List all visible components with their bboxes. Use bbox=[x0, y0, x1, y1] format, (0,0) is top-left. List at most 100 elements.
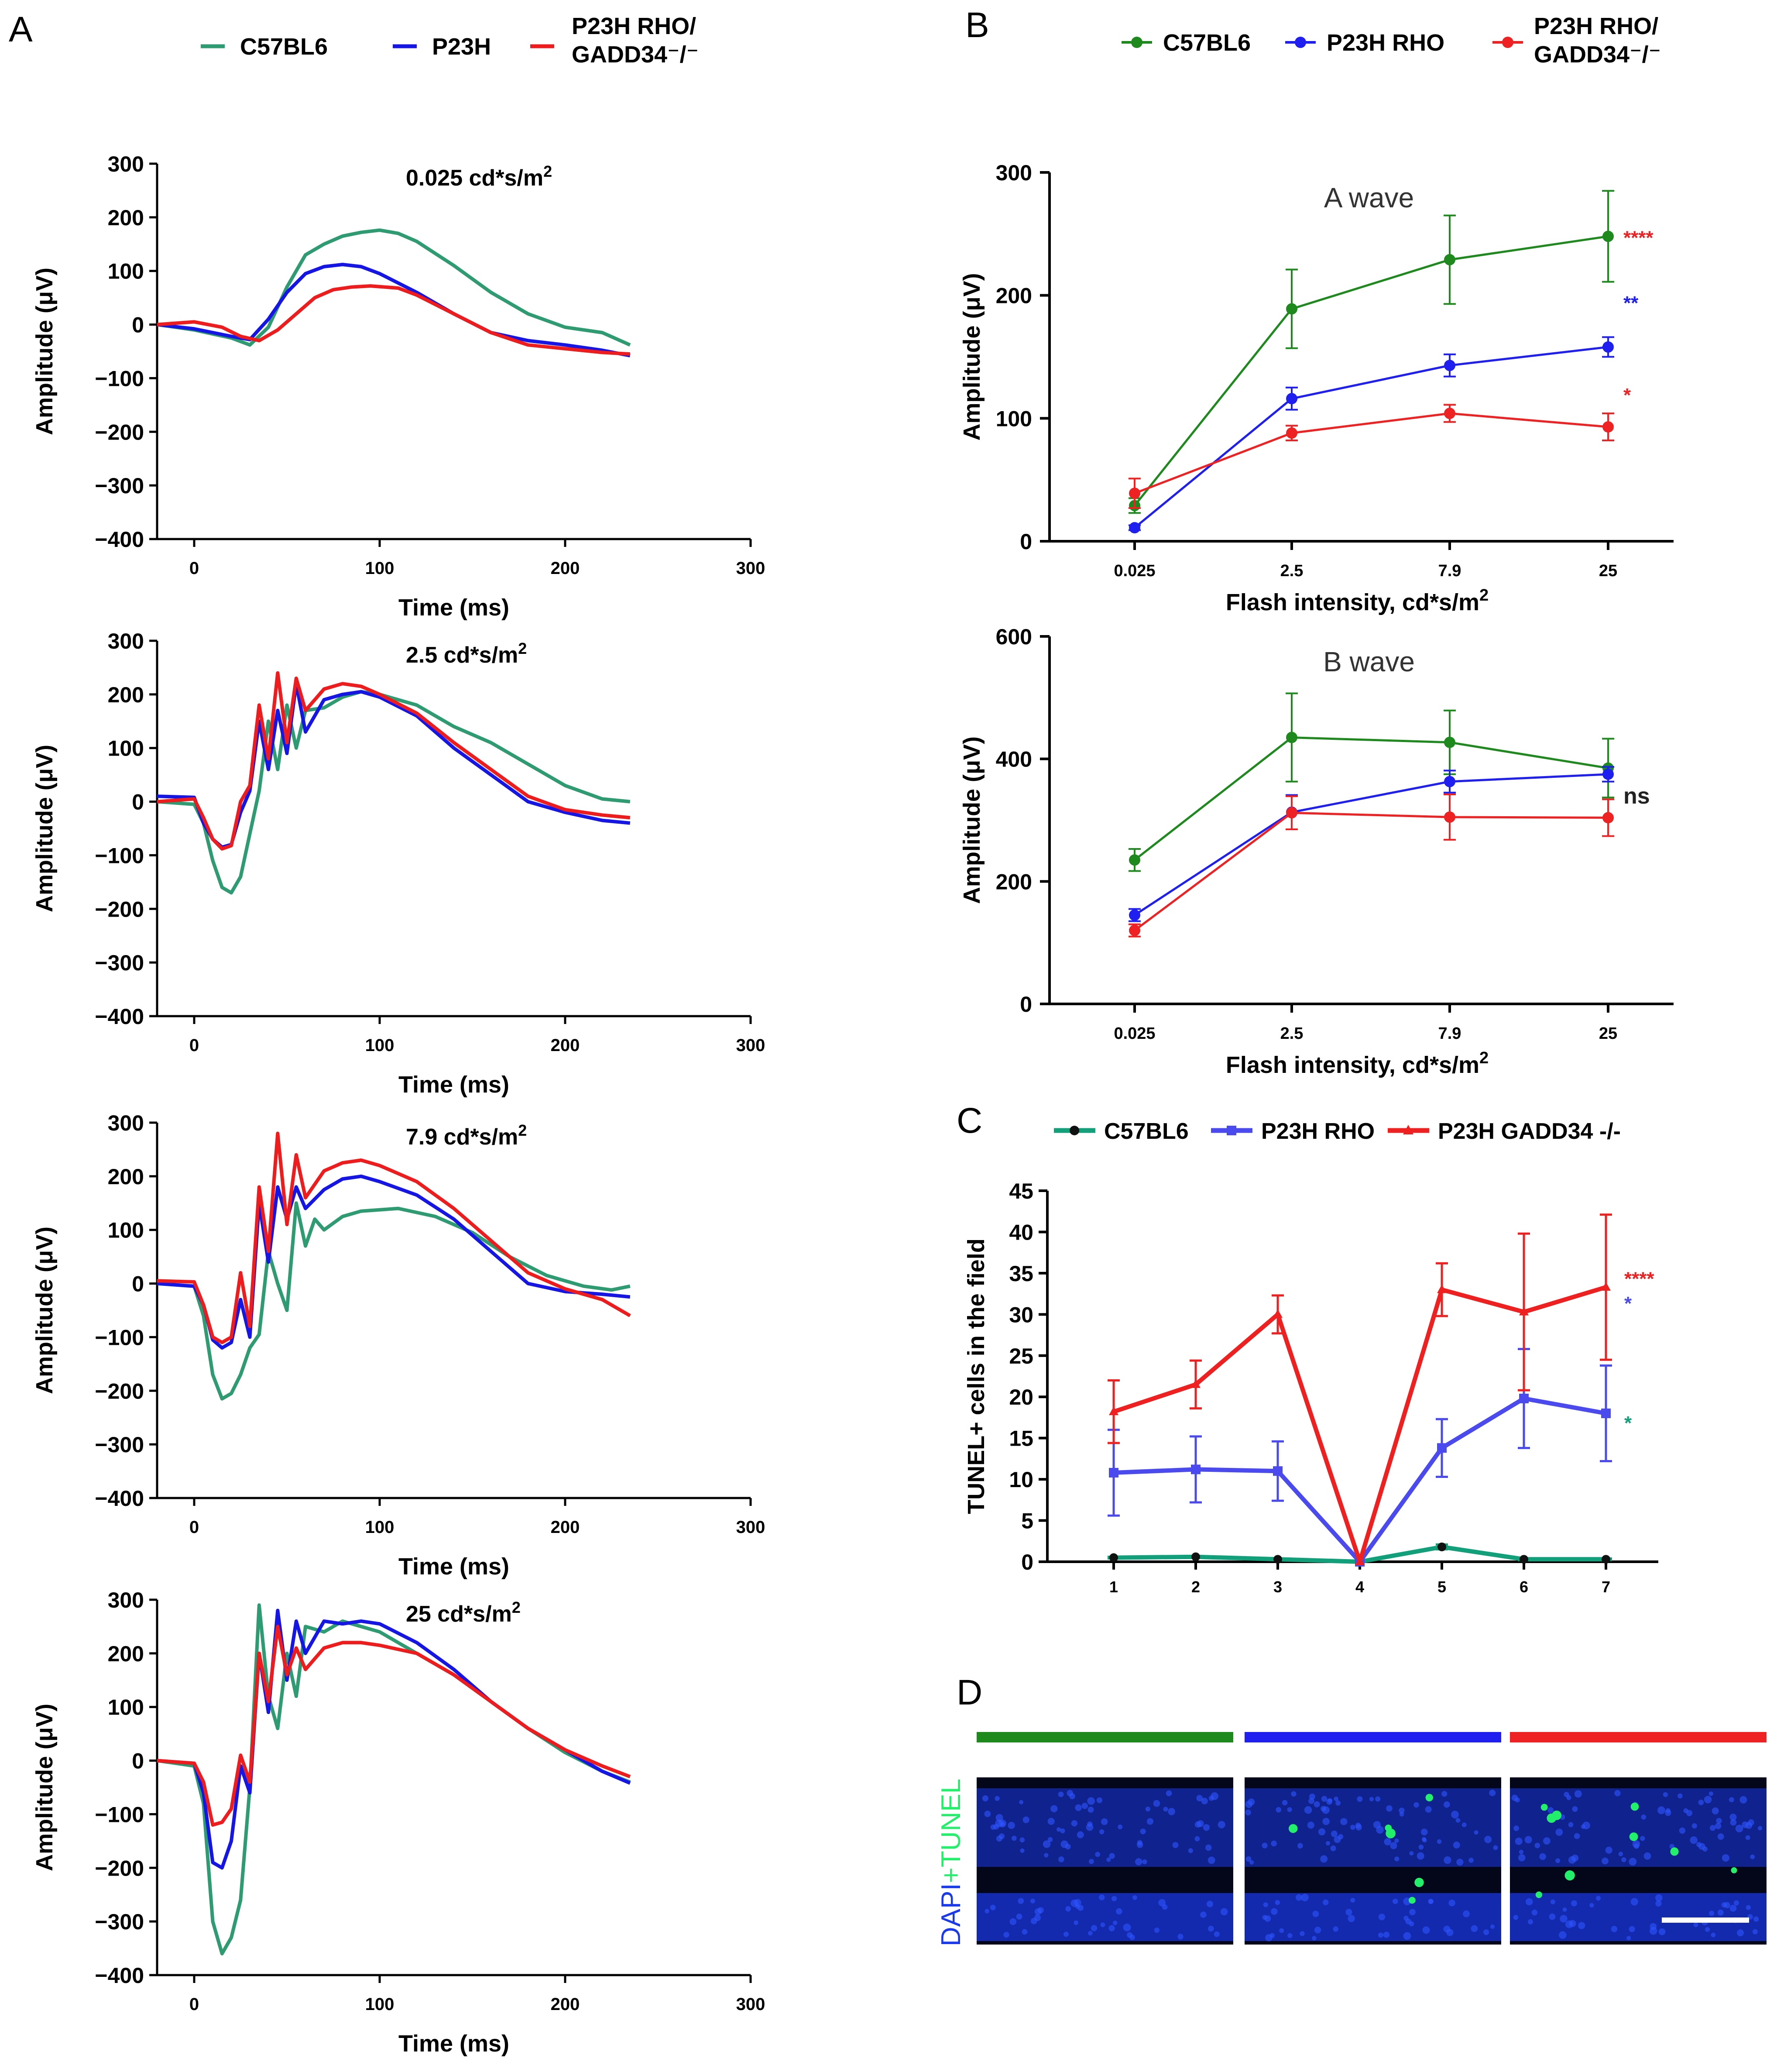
legend-label-c_red: P23H GADD34 -/- bbox=[1438, 1119, 1621, 1144]
x-tick-label: 100 bbox=[365, 559, 395, 578]
nucleus bbox=[1468, 1858, 1474, 1863]
nucleus bbox=[1350, 1825, 1355, 1830]
nucleus bbox=[1047, 1837, 1053, 1842]
nucleus bbox=[1632, 1840, 1640, 1848]
y-tick-label: 10 bbox=[1009, 1467, 1033, 1492]
nucleus bbox=[1745, 1835, 1750, 1840]
nucleus bbox=[1208, 1856, 1215, 1864]
nucleus bbox=[1448, 1900, 1455, 1907]
data-point bbox=[1129, 924, 1140, 936]
nucleus bbox=[1630, 1898, 1638, 1906]
x-tick-label: 300 bbox=[736, 1518, 765, 1537]
nucleus bbox=[1262, 1842, 1268, 1849]
nucleus bbox=[1300, 1931, 1305, 1936]
trace-gadd bbox=[157, 284, 631, 356]
tunel-positive-cell bbox=[1409, 1897, 1416, 1904]
y-tick-label: −400 bbox=[95, 1963, 144, 1988]
trace-p23h bbox=[157, 1174, 631, 1350]
outer-nuclear-layer bbox=[977, 1788, 1233, 1867]
x-tick-label: 0 bbox=[189, 1036, 199, 1055]
x-tick-label: 300 bbox=[736, 559, 765, 578]
data-point bbox=[1602, 812, 1614, 824]
nucleus bbox=[1550, 1899, 1555, 1904]
data-point bbox=[1601, 1282, 1611, 1291]
nucleus bbox=[1008, 1821, 1015, 1829]
tunel-positive-cell bbox=[1385, 1825, 1392, 1831]
legend-label-c_green: C57BL6 bbox=[1104, 1119, 1189, 1144]
nucleus bbox=[1515, 1837, 1523, 1845]
plot-title-sup: 2 bbox=[518, 639, 527, 657]
tunel-positive-cell bbox=[1731, 1867, 1737, 1873]
legend-label-gadd-b-2: GADD34⁻/⁻ bbox=[1534, 41, 1661, 68]
x-tick-label: 200 bbox=[551, 1518, 580, 1537]
x-axis-label: Flash intensity, cd*s/m2 bbox=[1226, 586, 1489, 615]
erg-plot-3: 300 200 100 0 −100 −200 −300 −400 0 100 200 300 Time… bbox=[31, 1588, 765, 2057]
tunel-positive-cell bbox=[1629, 1832, 1638, 1841]
trace-c57 bbox=[157, 690, 631, 895]
x-axis-label-sup: 2 bbox=[1479, 1049, 1489, 1067]
nucleus bbox=[1717, 1833, 1724, 1840]
nucleus bbox=[1331, 1830, 1338, 1837]
x-tick-label: 5 bbox=[1437, 1578, 1446, 1596]
y-tick-label: 30 bbox=[1009, 1302, 1033, 1327]
y-tick-label: 300 bbox=[108, 629, 144, 653]
nucleus bbox=[1490, 1924, 1495, 1929]
nucleus bbox=[1712, 1807, 1719, 1814]
nucleus bbox=[1708, 1791, 1713, 1796]
x-tick-label: 4 bbox=[1355, 1578, 1364, 1596]
nucleus bbox=[1589, 1903, 1594, 1908]
trace-p23h bbox=[157, 682, 631, 849]
nucleus bbox=[1321, 1796, 1328, 1802]
significance-label: ns bbox=[1623, 783, 1650, 809]
legend-marker-circle bbox=[1070, 1126, 1079, 1135]
nucleus bbox=[1087, 1821, 1093, 1827]
nucleus bbox=[1515, 1797, 1520, 1803]
nucleus bbox=[1030, 1898, 1035, 1904]
data-point bbox=[1444, 736, 1455, 748]
nucleus bbox=[1752, 1929, 1758, 1935]
nucleus bbox=[1320, 1855, 1328, 1863]
nucleus bbox=[1099, 1829, 1105, 1835]
nucleus bbox=[1705, 1927, 1710, 1932]
x-axis-label: Time (ms) bbox=[398, 2031, 509, 2057]
legend-label-p23h-b: P23H RHO bbox=[1327, 30, 1444, 56]
y-tick-label: −400 bbox=[95, 1004, 144, 1029]
y-tick-label: −300 bbox=[95, 1433, 144, 1457]
nucleus bbox=[1657, 1806, 1665, 1814]
inner-nuclear-layer bbox=[1245, 1893, 1501, 1941]
y-tick-label: −200 bbox=[95, 897, 144, 921]
nucleus bbox=[1399, 1807, 1405, 1814]
nucleus bbox=[1030, 1917, 1037, 1924]
y-tick-label: 300 bbox=[996, 161, 1032, 185]
nucleus bbox=[1020, 1848, 1025, 1853]
nucleus bbox=[1375, 1796, 1381, 1802]
legend-marker-gadd-b bbox=[1502, 37, 1513, 48]
nucleus bbox=[1650, 1923, 1657, 1930]
plot-title: 25 cd*s/m2 bbox=[406, 1598, 521, 1627]
nucleus bbox=[1307, 1821, 1314, 1829]
y-tick-label: −300 bbox=[95, 474, 144, 498]
nucleus bbox=[1263, 1902, 1268, 1907]
nucleus bbox=[1142, 1859, 1147, 1865]
y-tick-label: −400 bbox=[95, 527, 144, 552]
nucleus bbox=[1413, 1802, 1419, 1808]
nucleus bbox=[1386, 1805, 1393, 1812]
nucleus bbox=[1129, 1935, 1135, 1940]
plot-title: 2.5 cd*s/m2 bbox=[406, 639, 527, 668]
nucleus bbox=[1249, 1860, 1254, 1865]
legend-marker-triangle bbox=[1403, 1125, 1413, 1134]
y-tick-label: 45 bbox=[1009, 1179, 1033, 1203]
nucleus bbox=[1403, 1932, 1411, 1940]
nucleus bbox=[1574, 1833, 1580, 1839]
x-tick-label: 0 bbox=[189, 1995, 199, 2014]
data-point bbox=[1191, 1464, 1201, 1474]
nucleus bbox=[1022, 1929, 1028, 1935]
nucleus bbox=[1196, 1795, 1203, 1801]
nucleus bbox=[1710, 1825, 1716, 1831]
x-tick-label: 2.5 bbox=[1280, 1024, 1304, 1043]
data-point bbox=[1191, 1552, 1200, 1561]
legend-label-gadd-1: P23H RHO/ bbox=[572, 13, 696, 39]
nucleus bbox=[1245, 1856, 1252, 1862]
y-tick-label: 300 bbox=[108, 1588, 144, 1612]
y-tick-label: 200 bbox=[108, 1642, 144, 1666]
